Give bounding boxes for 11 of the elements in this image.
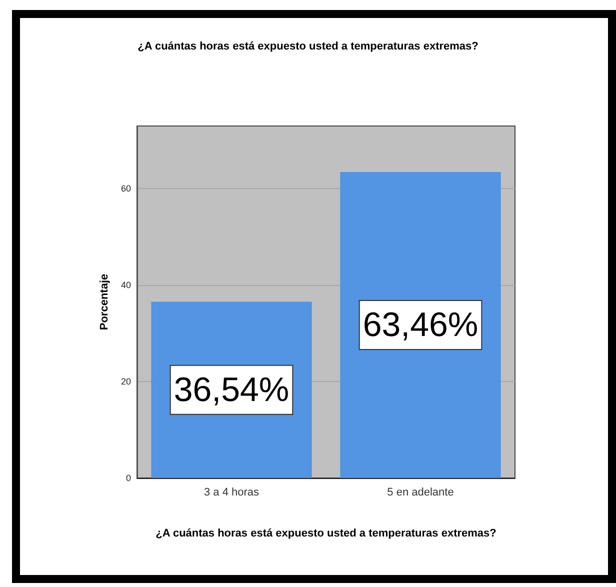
y-axis-title: Porcentaje <box>98 274 111 330</box>
y-tick-label: 40 <box>120 280 131 290</box>
y-tick-label: 60 <box>120 184 131 194</box>
data-label: 36,54% <box>174 370 290 409</box>
x-tick-label: 5 en adelante <box>387 486 454 498</box>
chart-title: ¿A cuántas horas está expuesto usted a temperaturas extremas? <box>138 40 479 52</box>
y-tick-label: 0 <box>126 473 131 483</box>
y-tick-label: 20 <box>120 376 131 387</box>
x-tick-label: 3 a 4 horas <box>204 486 260 498</box>
x-axis-title: ¿A cuántas horas está expuesto usted a temperaturas extremas? <box>156 528 497 540</box>
data-label: 63,46% <box>362 306 478 344</box>
